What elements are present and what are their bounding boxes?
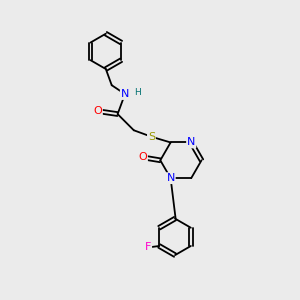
Text: S: S — [148, 132, 155, 142]
Text: H: H — [134, 88, 141, 97]
Text: N: N — [187, 137, 195, 148]
Text: O: O — [93, 106, 102, 116]
Text: O: O — [138, 152, 147, 162]
Text: F: F — [145, 242, 151, 253]
Text: N: N — [121, 89, 129, 99]
Text: N: N — [167, 173, 175, 183]
